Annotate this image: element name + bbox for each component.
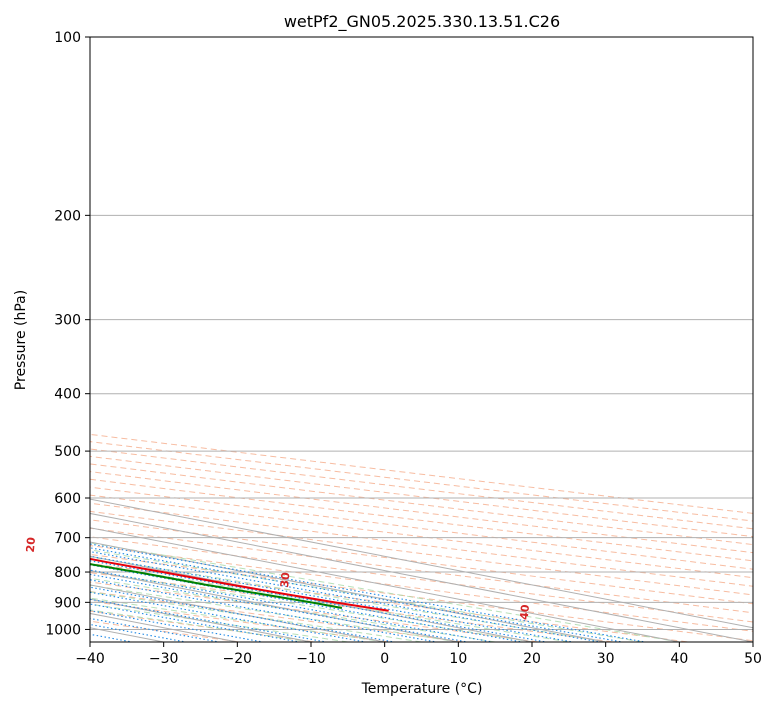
mixing-ratio-line (90, 543, 649, 642)
isotherm-label: 30 (278, 571, 292, 588)
mixing-ratio-line (90, 598, 330, 642)
x-tick-label: −30 (149, 651, 179, 667)
isotherm-line (90, 498, 753, 629)
y-tick-label: 700 (54, 531, 81, 547)
moist-adiabat-line (90, 584, 459, 642)
y-tick-label: 500 (54, 444, 81, 460)
x-tick-label: 40 (670, 651, 688, 667)
mixing-ratio-line (90, 603, 303, 642)
x-tick-label: 20 (523, 651, 541, 667)
x-tick-label: 0 (380, 651, 389, 667)
isotherm-line (90, 527, 680, 642)
x-tick-label: 50 (744, 651, 762, 667)
moist-adiabat-line (90, 591, 422, 642)
inline-labels: -100-90-80-70-60-50-40-30-20-10010203040… (24, 536, 532, 621)
plot-frame (89, 36, 754, 643)
y-tick-label: 600 (54, 491, 81, 507)
mixing-ratio-line (90, 551, 604, 642)
moist-adiabat-line (90, 570, 533, 642)
isotherm-label: 20 (24, 536, 38, 553)
dry-adiabat-line (90, 478, 753, 562)
isotherm-line (90, 512, 753, 642)
mixing-ratio-line (90, 547, 626, 642)
y-tick-label: 400 (54, 387, 81, 403)
mixing-ratio-line (90, 610, 266, 642)
y-tick-label: 100 (54, 30, 81, 46)
y-tick-label: 800 (54, 565, 81, 581)
moist-adiabat-line (90, 542, 680, 642)
mixing-ratio-line (90, 617, 223, 642)
x-tick-label: 30 (597, 651, 615, 667)
y-tick-label: 300 (54, 313, 81, 329)
background-lines (90, 37, 753, 642)
y-tick-label: 1000 (45, 622, 81, 638)
chart-title: wetPf2_GN05.2025.330.13.51.C26 (284, 12, 560, 32)
x-tick-label: −10 (296, 651, 326, 667)
y-axis-label: Pressure (hPa) (13, 290, 29, 390)
dry-adiabat-line (90, 455, 753, 538)
moist-adiabat-line (90, 597, 385, 642)
x-tick-label: −20 (223, 651, 253, 667)
y-tick-label: 200 (54, 208, 81, 224)
dry-adiabat-line (90, 441, 753, 522)
x-axis: −40 −30 −20 −10 0 10 20 30 40 50 (75, 642, 762, 667)
x-tick-label: 10 (449, 651, 467, 667)
x-tick-label: −40 (75, 651, 105, 667)
y-tick-label: 900 (54, 595, 81, 611)
dry-adiabat-line (90, 448, 753, 530)
moist-adiabat-line (90, 577, 496, 642)
isotherm-label: 40 (518, 604, 532, 621)
dry-adiabat-line (90, 486, 753, 570)
y-axis: 100 200 300 400 500 600 700 800 900 1000 (45, 30, 90, 638)
x-axis-label: Temperature (°C) (361, 681, 483, 697)
